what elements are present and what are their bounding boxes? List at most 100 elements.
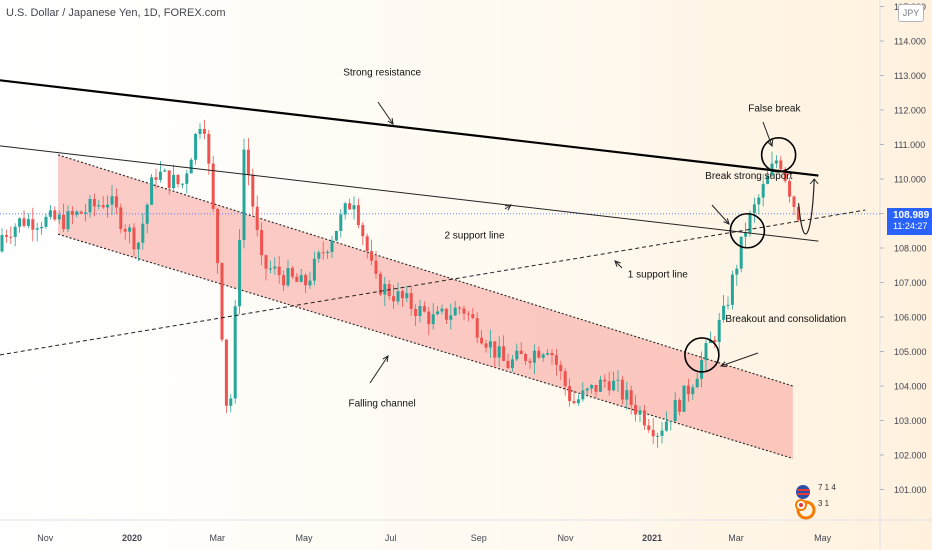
candle (101, 196, 105, 209)
candle-body (673, 400, 677, 422)
candle (136, 241, 140, 262)
candle (154, 168, 158, 189)
candle (656, 432, 660, 448)
logo-badge-text: 7 1 4 3 1 (818, 483, 836, 508)
candle-body (44, 216, 48, 227)
annotation-arrow (711, 204, 730, 225)
candle-body (739, 236, 743, 269)
candle (290, 266, 294, 280)
candle (484, 339, 488, 353)
candle (532, 344, 536, 375)
candle (528, 357, 532, 369)
candle-body (572, 401, 576, 404)
candle (246, 137, 250, 186)
candle (409, 286, 413, 316)
candle (590, 384, 594, 394)
candle-body (352, 205, 356, 210)
candle-body (664, 421, 668, 431)
candle (163, 168, 167, 173)
candle-body (18, 218, 22, 227)
candle-body (268, 268, 272, 270)
candle (330, 235, 334, 259)
candle (497, 336, 501, 367)
candle-body (255, 206, 259, 231)
candle-body (172, 174, 176, 189)
candle (554, 348, 558, 376)
candle (334, 230, 338, 242)
candle-body (475, 318, 479, 338)
candle (84, 204, 88, 222)
candle (400, 289, 404, 307)
candle (88, 195, 92, 218)
candle-body (634, 404, 638, 415)
candle-body (598, 379, 602, 392)
candle-body (700, 360, 704, 379)
candle (31, 207, 35, 242)
candle-body (616, 379, 620, 381)
candle (189, 157, 193, 174)
candle-body (752, 204, 756, 213)
highlight-circle (684, 337, 720, 373)
candle-body (154, 177, 158, 180)
candle (550, 349, 554, 366)
candle-body (202, 128, 206, 134)
candle-body (748, 212, 752, 233)
candle (678, 397, 682, 416)
candle (264, 254, 268, 281)
candle-body (312, 258, 316, 281)
currency-button[interactable]: JPY (898, 4, 924, 22)
candle-body (730, 274, 734, 305)
candle-body (766, 175, 770, 184)
candle (598, 375, 602, 393)
candle (70, 206, 74, 224)
candle-body (62, 214, 66, 230)
candle (444, 308, 448, 325)
candle-body (444, 308, 448, 320)
candle (682, 385, 686, 413)
candle (374, 250, 378, 279)
candle (268, 260, 272, 274)
candle (752, 197, 756, 223)
candle (634, 395, 638, 422)
candle-body (779, 160, 783, 169)
candle (748, 210, 752, 237)
candle-body (792, 196, 796, 207)
candle-body (735, 268, 739, 275)
candle-body (427, 311, 431, 325)
candle (625, 381, 629, 411)
candle-body (299, 275, 303, 282)
candle-body (273, 266, 277, 269)
candle (40, 221, 44, 235)
candle-body (585, 388, 589, 391)
candle-body (57, 214, 61, 220)
annotation-label: Falling channel (348, 399, 415, 410)
candle-body (576, 399, 580, 404)
candle (519, 342, 523, 355)
x-tick-label: May (814, 533, 832, 543)
candle-body (378, 273, 382, 295)
candle (761, 173, 765, 207)
candle-body (290, 268, 294, 277)
candle (229, 393, 233, 413)
1-support-line-trendline (0, 209, 866, 356)
candle-body (163, 170, 167, 172)
last-price-value: 108.989 (893, 210, 930, 221)
candle-body (405, 293, 409, 299)
candle (198, 123, 202, 139)
candle (317, 250, 321, 263)
annotation-label: 2 support line (444, 230, 504, 241)
candle (167, 170, 171, 195)
candle-body (392, 296, 396, 302)
candle (180, 183, 184, 189)
candle-body (774, 160, 778, 164)
annotation-label: Break strong suport (705, 171, 792, 182)
candle-body (607, 381, 611, 391)
annotation-arrow (369, 355, 389, 384)
candle (603, 374, 607, 389)
arrow-head (504, 204, 512, 211)
candle-body (167, 170, 171, 189)
candle-body (185, 173, 189, 184)
candles (0, 119, 800, 448)
brand-logo-icon (795, 485, 816, 520)
